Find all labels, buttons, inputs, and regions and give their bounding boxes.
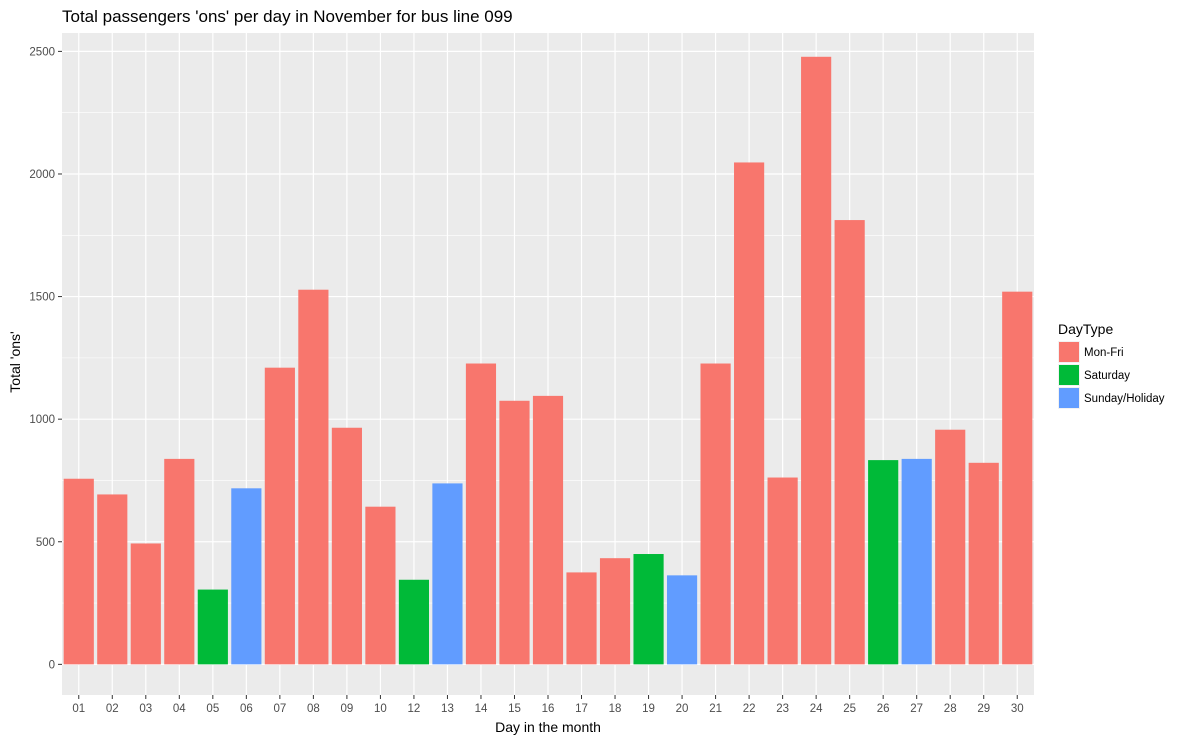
y-axis-ticks: 0 500 1000 1500 2000 2500 [29,46,62,671]
x-tick-label: 25 [843,703,856,715]
bar-day-30 [1002,291,1033,665]
bars [63,56,1033,665]
x-tick-label: 19 [642,703,655,715]
bar-day-26 [868,460,899,665]
bar-day-24 [801,56,832,665]
bar-day-13 [432,483,463,665]
bar-day-06 [231,488,262,665]
x-tick-label: 08 [307,703,320,715]
legend-title: DayType [1058,321,1113,337]
x-tick-label: 02 [106,703,119,715]
x-tick-label: 10 [374,703,387,715]
legend-swatch [1059,388,1079,408]
legend-swatch [1059,342,1079,362]
bar-day-15 [499,400,530,665]
bar-day-07 [264,367,295,665]
x-tick-label: 26 [877,703,890,715]
y-axis-label: Total 'ons' [7,331,23,392]
x-tick-label: 13 [441,703,454,715]
bar-day-17 [566,572,597,665]
bar-day-21 [700,363,731,665]
bar-day-02 [97,494,128,665]
x-tick-label: 06 [240,703,253,715]
y-tick-label: 2000 [29,169,55,181]
bar-day-22 [734,162,765,665]
x-tick-label: 30 [1011,703,1024,715]
y-tick-label: 1500 [29,292,55,304]
y-tick-label: 500 [36,537,55,549]
bar-day-09 [331,427,362,665]
bar-day-08 [298,289,329,665]
x-tick-label: 27 [910,703,923,715]
bar-day-03 [130,543,161,665]
legend-label: Mon-Fri [1084,347,1124,359]
bar-day-25 [834,220,865,665]
x-tick-label: 15 [508,703,521,715]
bar-day-12 [398,579,430,665]
bar-day-29 [968,462,999,665]
bar-day-27 [901,458,932,665]
legend-label: Sunday/Holiday [1084,393,1165,405]
x-tick-label: 12 [408,703,421,715]
x-tick-label: 22 [743,703,756,715]
chart-title: Total passengers 'ons' per day in Novemb… [62,7,513,26]
x-tick-label: 20 [676,703,689,715]
x-tick-label: 23 [776,703,789,715]
bar-day-10 [365,506,396,665]
x-tick-label: 18 [609,703,622,715]
x-axis-ticks: 01 02 03 04 05 06 07 08 09 10 12 13 14 15 16 17 18 19 20 21… [72,695,1024,715]
bar-day-05 [197,589,228,665]
x-tick-label: 28 [944,703,957,715]
legend-label: Saturday [1084,370,1130,382]
x-tick-label: 05 [206,703,219,715]
bar-day-01 [63,478,94,665]
x-tick-label: 14 [475,703,488,715]
bar-day-19 [633,554,664,665]
x-tick-label: 21 [709,703,722,715]
x-tick-label: 17 [575,703,588,715]
x-tick-label: 01 [72,703,85,715]
legend-swatch [1059,365,1079,385]
y-tick-label: 0 [49,659,55,671]
legend: DayType Mon-Fri Saturday Sunday/Holiday [1058,321,1165,409]
x-tick-label: 09 [340,703,353,715]
x-tick-label: 04 [173,703,186,715]
bar-day-16 [532,395,564,665]
x-tick-label: 16 [542,703,555,715]
bar-day-23 [767,477,798,665]
bar-day-18 [599,558,631,665]
bar-day-20 [666,575,698,665]
bar-day-28 [935,429,966,665]
y-tick-label: 2500 [29,46,55,58]
x-tick-label: 24 [810,703,823,715]
bar-day-04 [164,458,195,665]
y-tick-label: 1000 [29,414,55,426]
x-tick-label: 03 [139,703,152,715]
x-tick-label: 29 [977,703,990,715]
x-axis-label: Day in the month [495,719,601,735]
bar-day-14 [465,363,497,665]
x-tick-label: 07 [273,703,286,715]
